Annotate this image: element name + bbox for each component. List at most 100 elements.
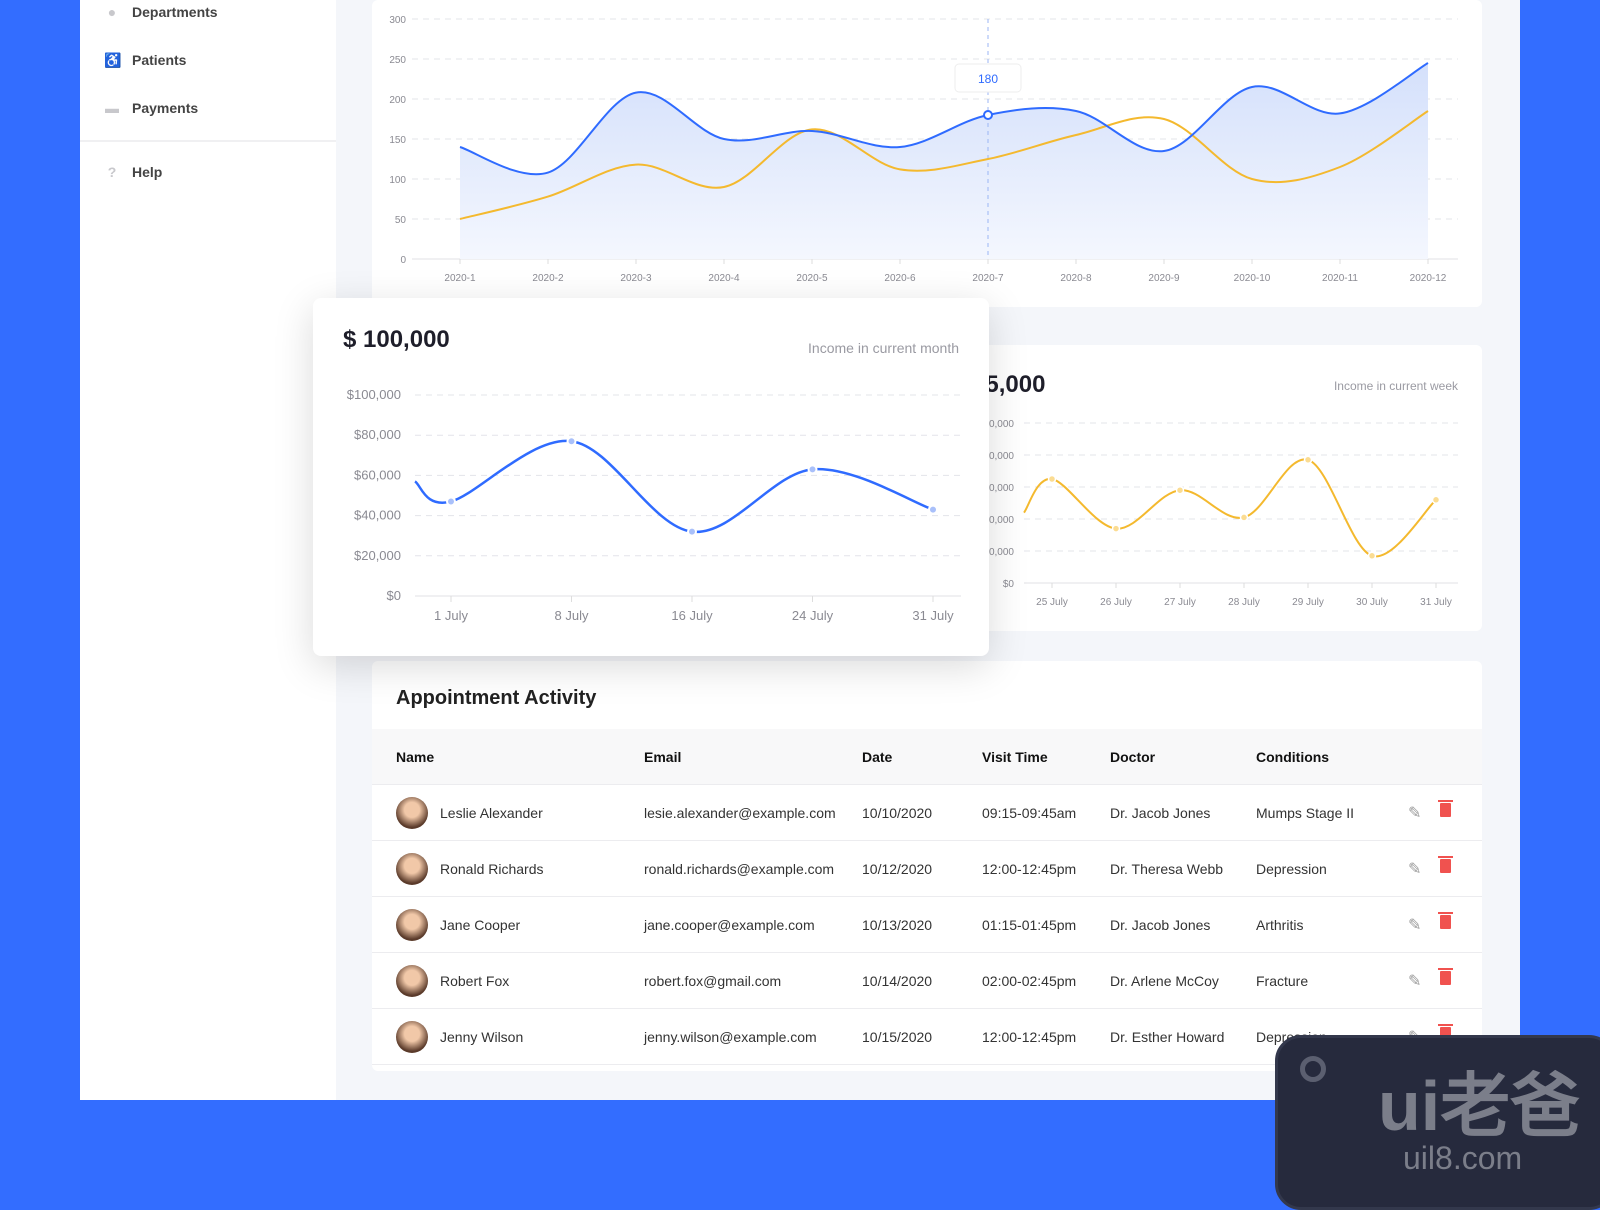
table-cell: 10/13/2020	[862, 917, 933, 933]
y-tick-label: $50,000	[978, 419, 1015, 430]
column-header[interactable]: Doctor	[1110, 749, 1156, 765]
credit-card-icon: ▬	[105, 100, 119, 116]
table-cell: Leslie Alexander	[440, 805, 543, 821]
x-tick-label: 24 July	[792, 608, 834, 623]
table-cell: jenny.wilson@example.com	[644, 1029, 817, 1045]
delete-icon[interactable]	[1438, 800, 1453, 817]
column-header[interactable]: Conditions	[1256, 749, 1330, 765]
table-cell: Dr. Arlene McCoy	[1110, 973, 1219, 989]
doctor-icon: ●	[107, 4, 117, 20]
y-tick-label: $30,000	[978, 483, 1015, 494]
table-cell: Arthritis	[1256, 917, 1304, 933]
table-cell: Jenny Wilson	[440, 1029, 524, 1045]
delete-icon[interactable]	[1438, 968, 1453, 985]
appointment-activity-card: Appointment Activity Name Email Date Visit …	[372, 661, 1482, 1071]
data-point[interactable]	[687, 526, 697, 537]
data-point[interactable]	[446, 496, 456, 507]
weekly-chart[interactable]: $0 $10,000 $20,000 $30,000 $40,000 $50,000 25 …	[372, 345, 1482, 631]
delete-icon[interactable]	[1438, 912, 1453, 929]
x-tick-label: 28 July	[1228, 597, 1260, 608]
x-tick-label: 2020-3	[620, 273, 652, 284]
avatar	[396, 965, 428, 997]
y-tick-label: $40,000	[354, 508, 401, 523]
x-tick-label: 1 July	[434, 608, 468, 623]
x-tick-label: 2020-5	[796, 273, 828, 284]
column-header[interactable]: Date	[862, 749, 893, 765]
sidebar-item-patients[interactable]: ♿ Patients	[104, 52, 187, 68]
column-header[interactable]: Email	[644, 749, 682, 765]
table-cell: 10/14/2020	[862, 973, 933, 989]
table-cell: ronald.richards@example.com	[644, 861, 835, 877]
y-tick-label: $0	[387, 588, 401, 603]
x-tick-label: 2020-9	[1148, 273, 1180, 284]
y-tick-label: 250	[389, 55, 406, 66]
y-tick-label: 300	[389, 15, 406, 26]
y-tick-label: 200	[389, 95, 406, 106]
column-header[interactable]: Name	[396, 749, 435, 765]
watermark-url: uil8.com	[1403, 1140, 1523, 1176]
edit-icon[interactable]: ✎	[1408, 973, 1422, 990]
tooltip	[954, 63, 1022, 93]
y-tick-label: 150	[389, 135, 406, 146]
sidebar-item-departments[interactable]: ● Departments	[104, 4, 218, 20]
table-cell: Dr. Jacob Jones	[1110, 805, 1211, 821]
x-tick-label: 30 July	[1356, 597, 1388, 608]
y-tick-label: $20,000	[354, 548, 401, 563]
data-point[interactable]	[1047, 474, 1057, 484]
table-row[interactable]: Robert Fox robert.fox@gmail.com 10/14/2020…	[372, 953, 1482, 1009]
wheelchair-icon: ♿	[104, 52, 122, 68]
data-point[interactable]	[1431, 495, 1441, 505]
data-point[interactable]	[1367, 551, 1377, 561]
series-line	[1023, 458, 1437, 558]
y-tick-label: $100,000	[347, 387, 401, 402]
sidebar: ● Departments ♿ Patients ▬ Payments ? Help	[80, 0, 336, 1100]
table-cell: 10/10/2020	[862, 805, 933, 821]
data-point[interactable]	[1303, 455, 1313, 465]
table-row[interactable]: Leslie Alexander lesie.alexander@example.…	[372, 785, 1482, 841]
y-tick-label: $60,000	[354, 467, 401, 482]
x-tick-label: 29 July	[1292, 597, 1324, 608]
x-tick-label: 2020-2	[532, 273, 564, 284]
table-cell: 10/12/2020	[862, 861, 933, 877]
table-cell: lesie.alexander@example.com	[644, 805, 836, 821]
series-line	[414, 439, 934, 533]
hover-point[interactable]	[983, 110, 993, 120]
yearly-chart[interactable]: 0 50 100 150 200 250 300 2020-1 2020-2 2020-3 2020…	[372, 0, 1482, 307]
table-row[interactable]: Jane Cooper jane.cooper@example.com 10/13/…	[372, 897, 1482, 953]
edit-icon[interactable]: ✎	[1408, 805, 1422, 822]
x-tick-label: 2020-8	[1060, 273, 1092, 284]
y-tick-label: $80,000	[354, 427, 401, 442]
edit-icon[interactable]: ✎	[1408, 861, 1422, 878]
y-tick-label: 100	[389, 175, 406, 186]
table-row[interactable]: Ronald Richards ronald.richards@example.c…	[372, 841, 1482, 897]
data-point[interactable]	[1111, 524, 1121, 533]
table-cell: 12:00-12:45pm	[982, 861, 1077, 877]
delete-icon[interactable]	[1438, 1024, 1453, 1041]
avatar	[396, 853, 428, 885]
table-header: Name Email Date Visit Time Doctor Conditions	[372, 729, 1482, 785]
delete-icon[interactable]	[1438, 856, 1453, 873]
sidebar-divider	[80, 140, 336, 142]
x-tick-label: 25 July	[1036, 597, 1068, 608]
data-point[interactable]	[1239, 513, 1249, 522]
sidebar-item-payments[interactable]: ▬ Payments	[105, 100, 199, 116]
table-cell: Dr. Esther Howard	[1110, 1029, 1225, 1045]
data-point[interactable]	[807, 464, 818, 475]
edit-icon[interactable]: ✎	[1408, 917, 1422, 934]
x-tick-label: 2020-12	[1410, 273, 1447, 284]
data-point[interactable]	[566, 436, 577, 447]
table-cell: jane.cooper@example.com	[644, 917, 815, 933]
watermark: ui老爸 uil8.com	[1275, 1035, 1600, 1210]
weekly-income-label: Income in current week	[1333, 379, 1458, 393]
y-tick-label: 50	[395, 215, 407, 226]
x-tick-label: 27 July	[1164, 597, 1196, 608]
monthly-chart[interactable]: $0 $20,000 $40,000 $60,000 $80,000 $100,000 1 …	[313, 298, 989, 656]
data-point[interactable]	[928, 504, 938, 515]
x-tick-label: 26 July	[1100, 597, 1132, 608]
table-cell: Jane Cooper	[440, 917, 521, 933]
column-header[interactable]: Visit Time	[982, 749, 1048, 765]
x-tick-label: 8 July	[555, 608, 589, 623]
data-point[interactable]	[1175, 485, 1185, 495]
sidebar-item-help[interactable]: ? Help	[104, 164, 163, 180]
table-cell: Dr. Theresa Webb	[1110, 861, 1224, 877]
